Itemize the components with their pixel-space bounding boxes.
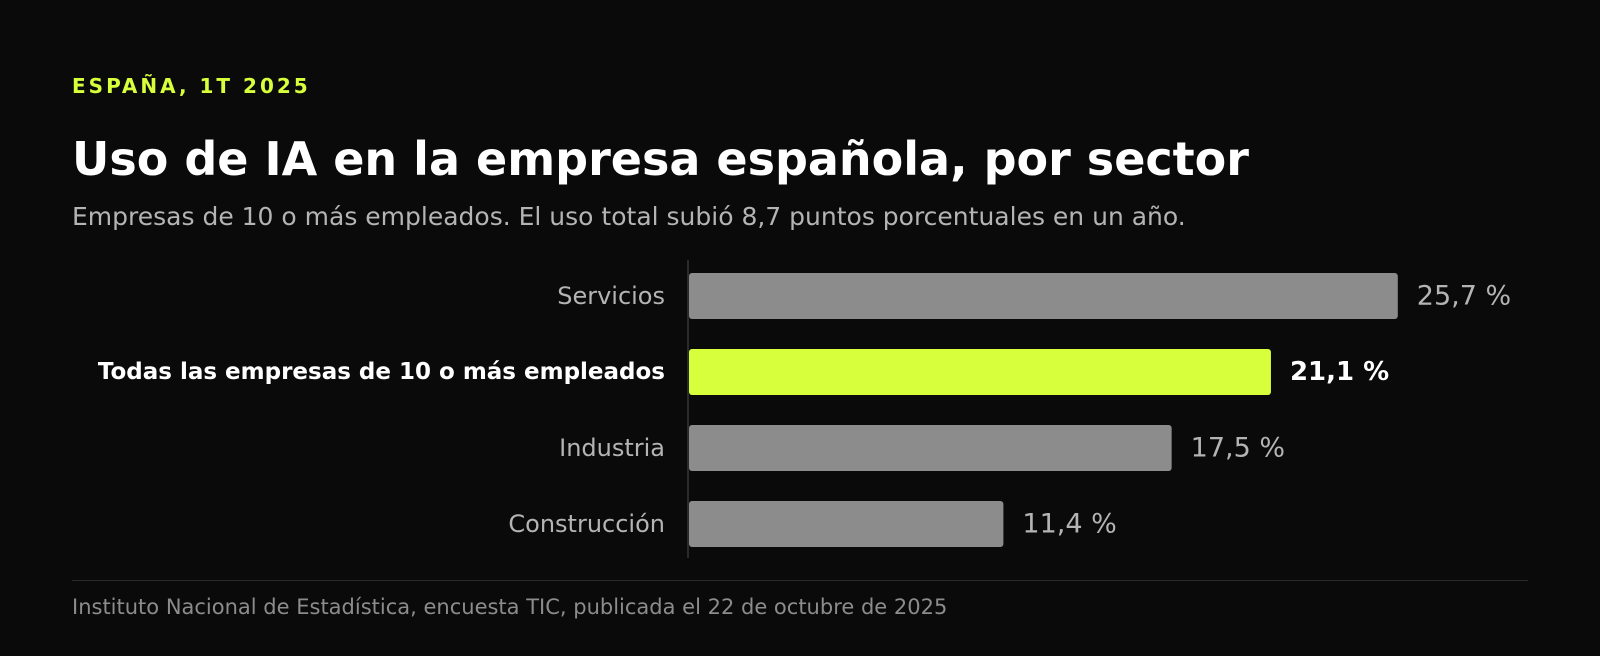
bar-2: [689, 425, 1172, 471]
bar-chart: Servicios 25,7 % Todas las empresas de 10 …: [98, 260, 1511, 558]
source-note: Instituto Nacional de Estadística, encue…: [72, 595, 948, 619]
chart-title: Uso de IA en la empresa española, por se…: [72, 132, 1249, 186]
value-label-3: 11,4 %: [1022, 509, 1116, 540]
value-label-0: 25,7 %: [1417, 281, 1511, 312]
bar-0: [689, 273, 1398, 319]
bar-3: [689, 501, 1004, 547]
value-label-2: 17,5 %: [1191, 433, 1285, 464]
category-label-0: Servicios: [557, 282, 665, 310]
category-label-3: Construcción: [508, 510, 665, 538]
chart-subtitle: Empresas de 10 o más empleados. El uso t…: [72, 202, 1186, 231]
chart-eyebrow: ESPAÑA, 1T 2025: [72, 74, 311, 98]
category-label-1: Todas las empresas de 10 o más empleados: [98, 359, 665, 385]
footer-divider: [72, 580, 1528, 581]
value-label-1: 21,1 %: [1290, 357, 1389, 387]
category-label-2: Industria: [559, 434, 665, 462]
bar-1: [689, 349, 1271, 395]
